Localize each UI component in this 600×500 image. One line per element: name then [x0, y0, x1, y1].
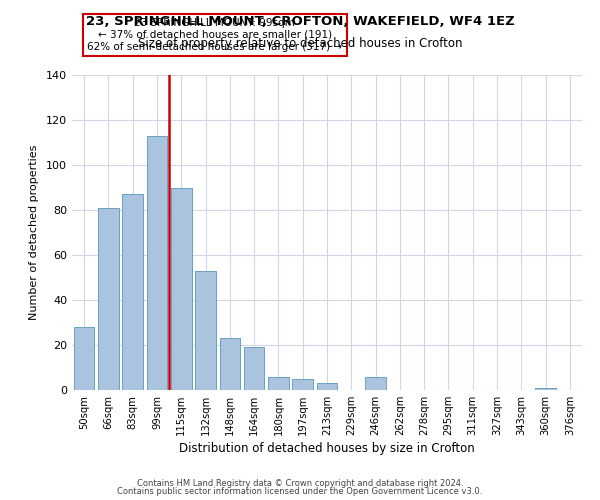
Bar: [220, 338, 240, 390]
Text: Size of property relative to detached houses in Crofton: Size of property relative to detached ho…: [138, 38, 462, 51]
Text: 23 SPRINGHILL MOUNT: 99sqm
← 37% of detached houses are smaller (191)
62% of sem: 23 SPRINGHILL MOUNT: 99sqm ← 37% of deta…: [87, 18, 343, 52]
Bar: [122, 194, 143, 390]
Bar: [195, 271, 216, 390]
Y-axis label: Number of detached properties: Number of detached properties: [29, 145, 39, 320]
Bar: [317, 383, 337, 390]
Text: Contains public sector information licensed under the Open Government Licence v3: Contains public sector information licen…: [118, 487, 482, 496]
Bar: [535, 388, 556, 390]
Bar: [171, 188, 191, 390]
Bar: [74, 327, 94, 390]
Bar: [365, 376, 386, 390]
X-axis label: Distribution of detached houses by size in Crofton: Distribution of detached houses by size …: [179, 442, 475, 455]
Text: Contains HM Land Registry data © Crown copyright and database right 2024.: Contains HM Land Registry data © Crown c…: [137, 478, 463, 488]
Bar: [98, 208, 119, 390]
Bar: [268, 376, 289, 390]
Bar: [244, 347, 265, 390]
Bar: [146, 136, 167, 390]
Bar: [292, 379, 313, 390]
Text: 23, SPRINGHILL MOUNT, CROFTON, WAKEFIELD, WF4 1EZ: 23, SPRINGHILL MOUNT, CROFTON, WAKEFIELD…: [86, 15, 514, 28]
